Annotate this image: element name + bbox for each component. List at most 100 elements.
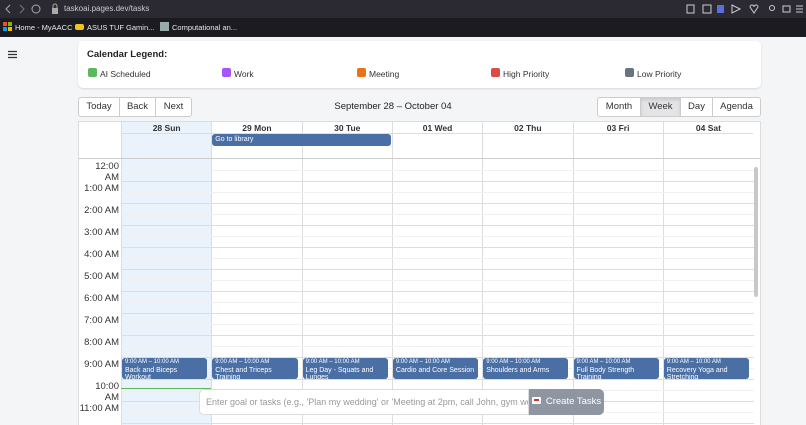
event-title: Recovery Yoga and Stretching	[666, 366, 728, 380]
event[interactable]: 9:00 AM – 10:00 AM Cardio and Core Sessio…	[392, 358, 479, 379]
now-line	[121, 388, 212, 389]
hour-line	[121, 379, 754, 380]
event[interactable]: 9:00 AM – 10:00 AM Recovery Yoga and Stre…	[663, 358, 750, 380]
legend-label: Meeting	[369, 69, 400, 79]
task-input[interactable]: Enter goal or tasks (e.g., 'Plan my wedd…	[199, 389, 529, 415]
column-line	[301, 134, 303, 425]
browser-toolbar	[0, 0, 806, 18]
column-line	[572, 134, 574, 425]
nav-icons	[5, 4, 41, 14]
column-line	[121, 134, 122, 425]
bookmark-icon	[75, 24, 84, 30]
event[interactable]: 9:00 AM – 10:00 AM Full Body Strength Tra…	[573, 358, 659, 380]
time-label: 9:00 AM	[84, 359, 119, 370]
calendar: 28 Sun 29 Mon 30 Tue 01 Wed 02 Thu 03 Fri 04 S…	[78, 121, 761, 425]
half-line	[121, 214, 754, 215]
time-label: 5:00 AM	[84, 271, 119, 282]
legend-label: Work	[234, 69, 254, 79]
legend-label: AI Scheduled	[100, 69, 151, 79]
lock-icon	[52, 3, 58, 14]
hour-line	[121, 335, 754, 336]
day-header: 04 Sat	[662, 122, 754, 134]
hour-line	[121, 269, 754, 270]
allday-event[interactable]: Go to library	[212, 134, 391, 146]
legend-card	[78, 41, 761, 88]
column-line	[211, 134, 213, 425]
bookmark[interactable]: Home - MyAACC	[15, 23, 73, 32]
half-line	[121, 324, 754, 325]
half-line	[121, 236, 754, 237]
half-line	[121, 280, 754, 281]
bookmark-icon	[160, 22, 169, 31]
time-label: 7:00 AM	[84, 315, 119, 326]
event-title: Chest and Triceps Training	[215, 366, 272, 380]
time-label: 4:00 AM	[84, 249, 119, 260]
event-time: 9:00 AM – 10:00 AM	[576, 359, 631, 365]
day-header: 30 Tue	[301, 122, 392, 134]
hour-line	[121, 203, 754, 204]
legend-label: Low Priority	[637, 69, 682, 79]
address-bar-url[interactable]: taskoai.pages.dev/tasks	[64, 4, 150, 13]
day-header: 03 Fri	[572, 122, 663, 134]
allday-border	[79, 158, 760, 159]
day-header: 29 Mon	[211, 122, 302, 134]
legend-swatch	[357, 68, 366, 77]
event-time: 9:00 AM – 10:00 AM	[215, 359, 270, 365]
event[interactable]: 9:00 AM – 10:00 AM Leg Day - Squats and L…	[302, 358, 388, 380]
nav-button[interactable]: Back	[119, 97, 156, 117]
day-header: 01 Wed	[391, 122, 483, 134]
time-label: 11:00 AM	[79, 403, 119, 414]
event-time: 9:00 AM – 10:00 AM	[486, 359, 541, 365]
time-label: 8:00 AM	[84, 337, 119, 348]
event-time: 9:00 AM – 10:00 AM	[305, 359, 360, 365]
time-label: 3:00 AM	[84, 227, 119, 238]
event-title: Back and Biceps Workout	[125, 366, 178, 380]
view-button[interactable]: Agenda	[712, 97, 761, 117]
bookmark[interactable]: ASUS TUF Gamin...	[87, 23, 155, 32]
bookmark-icon	[3, 22, 12, 31]
event-time: 9:00 AM – 10:00 AM	[395, 359, 450, 365]
legend-swatch	[222, 68, 231, 77]
bookmarks-bar	[0, 18, 806, 37]
button-icon	[531, 397, 541, 404]
half-line	[121, 192, 754, 193]
event[interactable]: 9:00 AM – 10:00 AM Shoulders and Arms	[483, 358, 569, 379]
hour-line	[121, 291, 754, 292]
legend-title: Calendar Legend:	[87, 49, 168, 60]
event-time: 9:00 AM – 10:00 AM	[666, 359, 721, 365]
hour-line	[121, 357, 754, 358]
toolbar-icons	[686, 4, 803, 14]
hour-line	[121, 247, 754, 248]
view-button[interactable]: Week	[640, 97, 681, 117]
time-label: 1:00 AM	[84, 183, 119, 194]
nav-button[interactable]: Today	[78, 97, 120, 117]
event-title: Cardio and Core Session	[395, 366, 475, 374]
event[interactable]: 9:00 AM – 10:00 AM Chest and Triceps Trai…	[212, 358, 298, 380]
view-button[interactable]: Month	[597, 97, 641, 117]
event-title: Leg Day - Squats and Lunges	[305, 366, 374, 380]
half-line	[121, 258, 754, 259]
hour-line	[121, 423, 754, 424]
menu-icon[interactable]	[8, 50, 18, 60]
event-time: 9:00 AM – 10:00 AM	[125, 359, 180, 365]
time-label: 10:00 AM	[95, 381, 119, 403]
create-tasks-button[interactable]: Create Tasks	[529, 389, 604, 415]
hour-line	[121, 313, 754, 314]
legend-swatch	[88, 68, 97, 77]
day-header: 02 Thu	[482, 122, 573, 134]
day-header: 28 Sun	[121, 122, 212, 134]
event-title: Shoulders and Arms	[486, 366, 550, 374]
bookmark[interactable]: Computational an...	[172, 23, 238, 32]
legend-swatch	[491, 68, 500, 77]
view-button[interactable]: Day	[680, 97, 713, 117]
event-title: Full Body Strength Training	[576, 366, 635, 380]
event[interactable]: 9:00 AM – 10:00 AM Back and Biceps Workou…	[122, 358, 208, 380]
time-label: 12:00 AM	[95, 161, 119, 183]
date-range: September 28 – October 04	[334, 101, 452, 112]
nav-button[interactable]: Next	[155, 97, 192, 117]
column-line	[662, 134, 664, 425]
time-label: 2:00 AM	[84, 205, 119, 216]
legend-label: High Priority	[503, 69, 550, 79]
half-line	[121, 346, 754, 347]
